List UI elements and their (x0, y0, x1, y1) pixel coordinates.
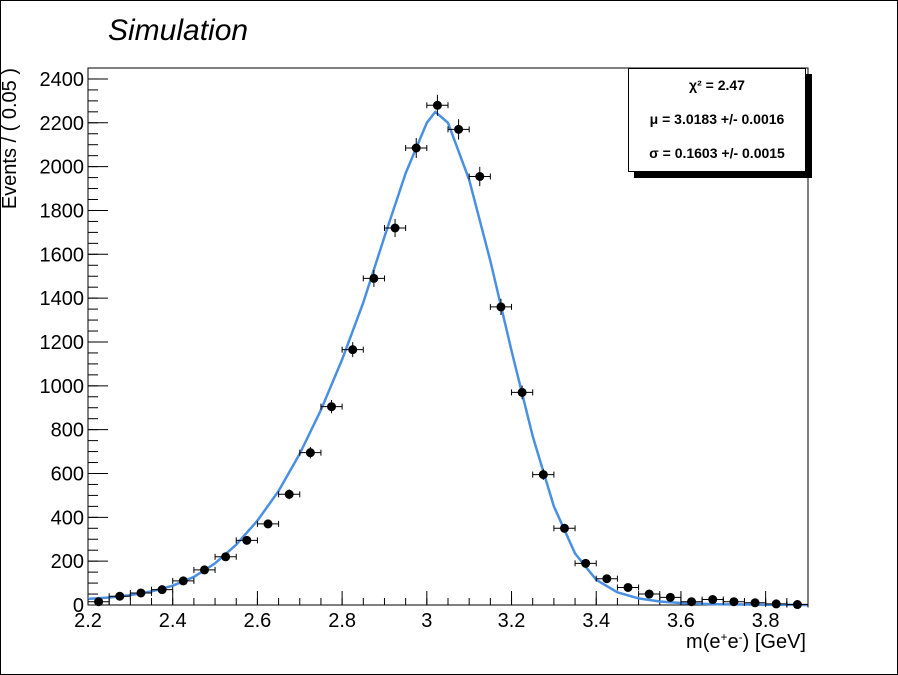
data-point (151, 585, 174, 595)
mu-stat: μ = 3.0183 +/- 0.0016 (649, 111, 785, 127)
y-tick-label: 1800 (40, 200, 85, 222)
x-tick-label: 3.4 (582, 610, 610, 632)
data-marker (665, 592, 675, 602)
data-point (468, 166, 491, 187)
y-tick-label: 2200 (40, 113, 85, 135)
data-marker (454, 124, 464, 134)
data-point (256, 519, 280, 529)
data-point (235, 535, 258, 545)
y-tick-label: 200 (51, 551, 84, 573)
y-axis-title: Events / ( 0.05 ) (0, 68, 21, 209)
x-tick-label: 2.4 (159, 610, 187, 632)
data-marker (729, 597, 739, 607)
chi2-stat: χ² = 2.47 (689, 77, 745, 93)
data-marker (581, 558, 591, 568)
data-point (616, 582, 640, 592)
data-point (786, 600, 809, 610)
data-marker (602, 574, 612, 584)
data-marker (305, 448, 315, 458)
data-point (574, 558, 597, 568)
data-marker (644, 589, 654, 599)
data-marker (390, 223, 400, 233)
data-marker (517, 387, 527, 397)
data-point (765, 599, 788, 609)
fit-stats-box: χ² = 2.47 μ = 3.0183 +/- 0.0016 σ = 0.16… (628, 68, 806, 172)
data-marker (348, 345, 358, 355)
data-point (362, 269, 385, 287)
y-tick-label: 1400 (40, 288, 85, 310)
data-marker (157, 585, 167, 595)
data-point (659, 592, 682, 602)
data-marker (687, 597, 697, 607)
data-point (214, 552, 237, 562)
data-marker (559, 523, 569, 533)
data-marker (369, 273, 379, 283)
data-marker (771, 599, 781, 609)
data-marker (178, 576, 188, 586)
data-point (701, 595, 724, 605)
data-point (129, 588, 153, 598)
data-point (638, 589, 661, 599)
data-point (447, 119, 470, 140)
y-tick-label: 0 (73, 595, 84, 617)
data-marker (263, 519, 273, 529)
data-point (341, 342, 364, 358)
x-tick-label: 3.8 (752, 610, 780, 632)
data-point (405, 137, 428, 159)
data-point (108, 591, 131, 601)
x-tick-label: 3.2 (498, 610, 526, 632)
data-point (426, 94, 449, 116)
y-tick-label: 1200 (40, 332, 85, 354)
data-point (595, 574, 618, 584)
x-tick-label: 2.6 (244, 610, 272, 632)
data-marker (475, 171, 485, 181)
data-point (553, 523, 576, 533)
x-tick-label: 3 (421, 610, 432, 632)
data-point (320, 400, 343, 414)
y-tick-label: 400 (51, 507, 84, 529)
sigma-stat: σ = 0.1603 +/- 0.0015 (649, 145, 785, 161)
data-point (299, 446, 322, 459)
data-marker (496, 302, 506, 312)
data-marker (411, 143, 421, 153)
y-tick-label: 2000 (40, 157, 85, 179)
data-marker (538, 470, 548, 480)
data-marker (708, 595, 718, 605)
x-tick-label: 2.8 (328, 610, 356, 632)
data-point (87, 597, 110, 607)
data-marker (199, 565, 209, 575)
data-point (383, 218, 407, 238)
y-tick-label: 800 (51, 420, 84, 442)
data-marker (221, 552, 231, 562)
data-marker (623, 582, 633, 592)
y-tick-label: 600 (51, 463, 84, 485)
x-tick-label: 3.6 (667, 610, 695, 632)
data-marker (750, 598, 760, 608)
data-marker (327, 402, 337, 412)
data-marker (284, 489, 294, 499)
y-tick-label: 1600 (40, 244, 85, 266)
data-point (680, 597, 703, 607)
data-marker (115, 591, 125, 601)
data-point (511, 385, 534, 400)
data-point (489, 298, 513, 315)
data-marker (432, 100, 442, 110)
x-axis-title: m(e+e-) [GeV] (686, 630, 806, 653)
data-point (278, 489, 301, 500)
y-tick-label: 2400 (40, 69, 85, 91)
page-title: Simulation (108, 14, 249, 47)
data-point (193, 565, 216, 575)
data-marker (792, 600, 802, 610)
data-marker (136, 588, 146, 598)
data-marker (242, 535, 252, 545)
data-point (172, 576, 195, 586)
data-point (532, 469, 555, 480)
x-tick-label: 2.2 (74, 610, 102, 632)
y-tick-label: 1000 (40, 376, 85, 398)
data-marker (94, 597, 104, 607)
fit-curve-line (87, 110, 809, 607)
